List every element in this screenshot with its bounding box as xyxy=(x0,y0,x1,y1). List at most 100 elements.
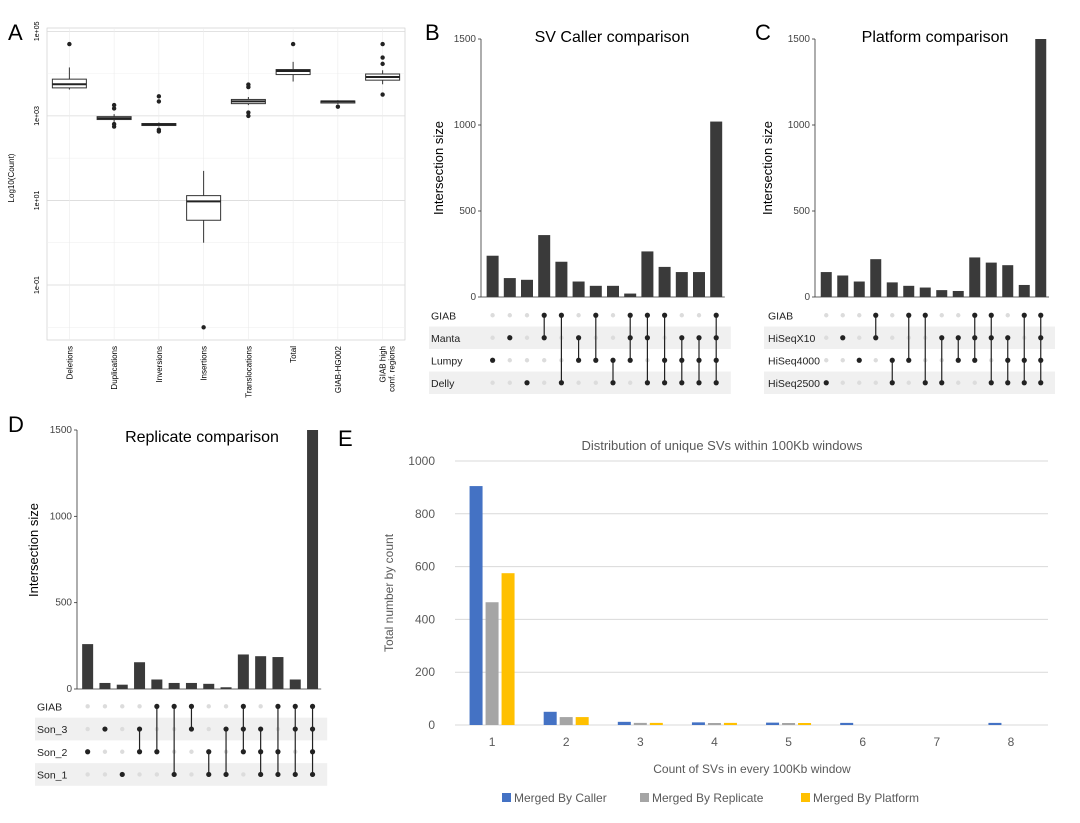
panel-a-plot-frame xyxy=(46,27,406,341)
panel-e-title: Distribution of unique SVs within 100Kb … xyxy=(581,438,863,453)
upset-dot-active xyxy=(840,335,846,341)
upset-dot-active xyxy=(171,771,177,778)
upset-dot-inactive xyxy=(857,313,862,318)
panel-label-e: E xyxy=(338,426,353,451)
upset-bar xyxy=(289,679,301,689)
upset-bar xyxy=(272,657,284,689)
upset-dot-inactive xyxy=(85,704,90,709)
upset-dot-inactive xyxy=(696,313,702,318)
panel-e-bar-merged-by-caller xyxy=(543,711,557,725)
upset-dot-inactive xyxy=(490,380,495,385)
box-outlier-point xyxy=(246,110,251,115)
upset-bar xyxy=(572,281,585,297)
panel-label-c: C xyxy=(755,20,771,45)
panel-e-xtick-label: 2 xyxy=(563,735,570,749)
upset-dot-inactive xyxy=(524,335,530,340)
panel-e-bar-merged-by-replicate xyxy=(782,723,796,725)
upset-bar xyxy=(624,293,637,297)
upset-dot-inactive xyxy=(120,704,125,709)
upset-dot-inactive xyxy=(524,358,530,363)
upset-bar xyxy=(486,255,499,297)
upset-dot-inactive xyxy=(524,313,530,318)
upset-set-label: HiSeq4000 xyxy=(768,355,820,367)
upset-dot-inactive xyxy=(1005,313,1010,318)
upset-dot-inactive xyxy=(189,772,194,777)
upset-dot-inactive xyxy=(507,358,512,363)
upset-dot-inactive xyxy=(490,313,495,318)
upset-set-label: Delly xyxy=(431,378,455,390)
panel-a-y-ticks: 1e-01 1e+01 1e+03 1e+05 xyxy=(34,21,41,294)
upset-bar xyxy=(151,679,163,689)
panel-e-xtick-label: 1 xyxy=(489,735,496,749)
panel-a-boxplot: Log10(Count) 1e-01 1e+01 1e+03 1e+05 Deleti… xyxy=(7,21,406,398)
upset-bar xyxy=(903,285,915,297)
upset-dot-inactive xyxy=(507,313,512,318)
panel-c-title: Platform comparison xyxy=(862,29,1009,46)
upset-bar xyxy=(837,275,849,297)
upset-ytick-label: 0 xyxy=(804,292,810,303)
upset-dot-inactive xyxy=(890,313,895,318)
panel-e-bar-merged-by-platform xyxy=(649,722,663,725)
upset-dot-inactive xyxy=(576,380,581,385)
panel-a-boxes xyxy=(51,28,401,340)
panel-label-d: D xyxy=(8,412,24,437)
panel-e-ytick-label: 0 xyxy=(428,718,435,732)
upset-dot-inactive xyxy=(542,380,547,385)
upset-ytick-label: 500 xyxy=(793,206,810,217)
upset-dot-active xyxy=(223,771,229,778)
panel-a-ytick-label: 1e+05 xyxy=(34,21,41,41)
upset-dot-inactive xyxy=(206,704,211,709)
upset-dot-inactive xyxy=(840,313,845,318)
box-outlier-point xyxy=(290,41,296,47)
panel-a-xtick-label: Insertions xyxy=(200,346,209,381)
upset-dot-inactive xyxy=(490,335,495,340)
panel-a-x-labels: Deletions Duplications Inversions Insertion… xyxy=(65,345,396,397)
upset-ytick-label: 500 xyxy=(55,598,72,609)
upset-bar xyxy=(220,687,232,689)
panel-e-xtick-label: 7 xyxy=(933,735,940,749)
upset-set-label: Son_1 xyxy=(37,769,68,781)
upset-bar xyxy=(820,272,832,297)
panel-e-barchart: Distribution of unique SVs within 100Kb … xyxy=(382,438,1048,805)
upset-dot-inactive xyxy=(85,772,90,777)
upset-dot-inactive xyxy=(102,704,108,709)
upset-bar xyxy=(886,282,898,297)
panel-a-xtick-label: Inversions xyxy=(155,346,164,382)
panel-e-bar-merged-by-caller xyxy=(469,486,483,725)
upset-dot-inactive xyxy=(241,772,246,777)
upset-bar xyxy=(255,656,267,689)
upset-bar xyxy=(952,290,964,297)
upset-bar xyxy=(1002,265,1014,297)
upset-dot-inactive xyxy=(610,313,616,318)
upset-bar xyxy=(307,430,319,689)
box-outlier-point xyxy=(67,41,72,47)
upset-dot-active xyxy=(309,771,316,778)
upset-bar xyxy=(853,281,865,297)
box-giab-hg002 xyxy=(320,100,356,109)
upset-row-stripe xyxy=(35,717,328,741)
upset-bar xyxy=(936,290,948,297)
box-outlier-point xyxy=(156,127,162,132)
box-outlier-point xyxy=(246,113,251,119)
upset-dot-inactive xyxy=(857,335,862,340)
upset-dot-inactive xyxy=(824,358,829,363)
panel-e-bar-merged-by-caller xyxy=(840,722,854,725)
upset-dot-inactive xyxy=(576,313,581,318)
upset-bar xyxy=(555,261,568,297)
panel-e-xtick-label: 5 xyxy=(785,735,792,749)
panel-label-a: A xyxy=(8,20,23,45)
upset-bar xyxy=(1018,284,1030,297)
panel-b-title: SV Caller comparison xyxy=(535,29,690,46)
upset-ytick-label: 1000 xyxy=(788,120,811,131)
upset-dot-inactive xyxy=(873,358,878,363)
upset-dot-inactive xyxy=(593,380,598,385)
panel-a-xtick-label: GIAB-HG002 xyxy=(334,345,343,393)
upset-dot-active xyxy=(102,726,108,732)
upset-dot-active xyxy=(188,726,195,732)
upset-dot-active xyxy=(119,771,125,778)
upset-dot-inactive xyxy=(956,380,961,385)
box-outlier-point xyxy=(111,121,117,127)
panel-e-bar-merged-by-platform xyxy=(798,723,812,725)
upset-ytick-label: 0 xyxy=(470,292,476,303)
